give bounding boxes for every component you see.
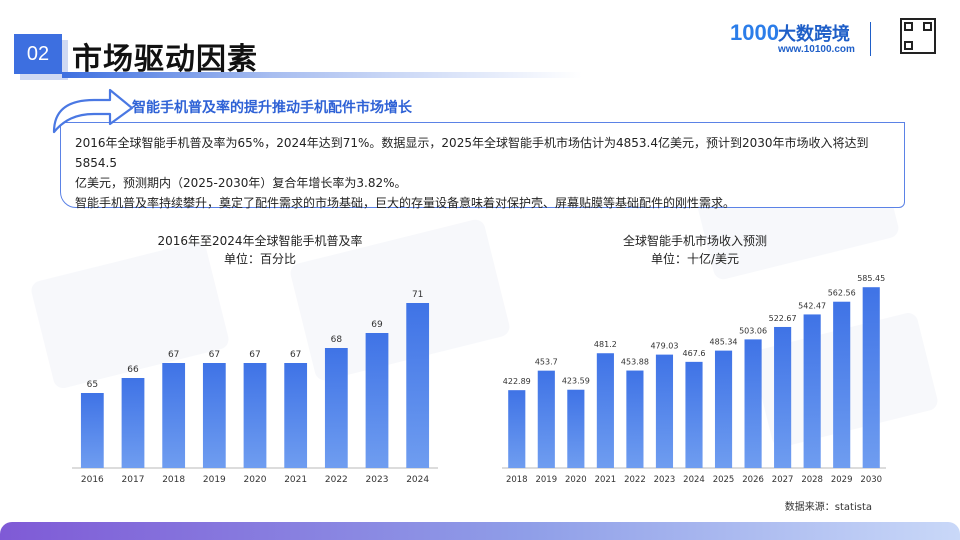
bar-2023 — [655, 354, 674, 468]
bar-2030 — [862, 287, 880, 468]
chart-title: 全球智能手机市场收入预测 — [622, 234, 767, 248]
penetration-chart: 2016年至2024年全球智能手机普及率 单位：百分比 65 2016 66 2017… — [70, 228, 450, 490]
data-label: 485.34 — [710, 338, 738, 347]
bar-2017 — [121, 378, 145, 468]
description-line: 亿美元，预测期内（2025-2030年）复合年增长率为3.82%。 — [75, 176, 407, 190]
x-tick-label: 2023 — [654, 475, 676, 485]
footer-bar — [0, 522, 960, 540]
x-tick-label: 2018 — [162, 475, 185, 485]
logo-url: www.10100.com — [778, 44, 855, 55]
logo-name: 大数跨境 — [778, 24, 850, 45]
x-tick-label: 2022 — [624, 475, 646, 485]
bar-2020 — [567, 389, 585, 468]
x-tick-label: 2021 — [595, 475, 617, 485]
data-label: 453.88 — [621, 358, 649, 367]
x-tick-label: 2024 — [683, 475, 705, 485]
x-tick-label: 2020 — [565, 475, 587, 485]
bar-2024 — [685, 361, 703, 468]
penetration-chart-plot: 65 2016 66 2017 67 2018 67 2019 67 2020 67 2021 68 20… — [72, 290, 438, 485]
data-source: 数据来源：statista — [784, 502, 872, 513]
bar-2022 — [324, 348, 348, 468]
curved-arrow-icon — [52, 88, 134, 134]
bar-2023 — [365, 333, 389, 468]
data-label: 585.45 — [857, 274, 885, 283]
header: 02 市场驱动因素 1000 大数跨境 www.10100.com — [0, 0, 960, 100]
x-tick-label: 2020 — [244, 475, 267, 485]
data-label: 422.89 — [503, 377, 531, 386]
data-label: 479.03 — [650, 342, 678, 351]
x-tick-label: 2019 — [535, 475, 557, 485]
x-tick-label: 2025 — [713, 475, 735, 485]
bar-2020 — [243, 363, 267, 468]
chart-unit: 单位：百分比 — [223, 252, 296, 266]
data-label: 69 — [371, 320, 383, 330]
x-tick-label: 2022 — [325, 475, 348, 485]
x-tick-label: 2027 — [772, 475, 794, 485]
revenue-chart: 全球智能手机市场收入预测 单位：十亿/美元 422.89 2018 453.7 201… — [500, 228, 890, 490]
x-tick-label: 2029 — [831, 475, 853, 485]
bar-2025 — [714, 350, 733, 468]
data-label: 481.2 — [594, 340, 617, 349]
data-label: 67 — [209, 350, 220, 360]
data-label: 503.06 — [739, 326, 767, 335]
bar-2027 — [774, 326, 792, 468]
bar-2019 — [537, 370, 555, 468]
data-label: 562.56 — [828, 289, 856, 298]
data-label: 542.47 — [798, 301, 826, 310]
x-tick-label: 2016 — [81, 475, 104, 485]
data-label: 67 — [168, 350, 179, 360]
x-tick-label: 2017 — [122, 475, 145, 485]
x-tick-label: 2026 — [742, 475, 764, 485]
data-label: 66 — [127, 365, 139, 375]
chart-unit: 单位：十亿/美元 — [650, 252, 740, 266]
bar-2021 — [284, 363, 308, 468]
qr-code-icon — [900, 18, 936, 54]
data-label: 67 — [249, 350, 260, 360]
bar-2024 — [406, 303, 430, 468]
data-label: 423.59 — [562, 377, 590, 386]
brand-logo: 1000 大数跨境 www.10100.com — [730, 18, 880, 62]
bar-2019 — [202, 363, 226, 468]
x-tick-label: 2021 — [284, 475, 307, 485]
data-label: 522.67 — [769, 314, 797, 323]
x-tick-label: 2028 — [801, 475, 823, 485]
bar-2028 — [803, 314, 821, 468]
description-line: 2016年全球智能手机普及率为65%，2024年达到71%。数据显示，2025年… — [75, 136, 869, 170]
data-label: 68 — [331, 335, 343, 345]
logo-mark-icon: 1000 — [730, 20, 779, 45]
section-subtitle: 智能手机普及率的提升推动手机配件市场增长 — [132, 100, 412, 116]
x-tick-label: 2019 — [203, 475, 226, 485]
section-number-badge: 02 — [14, 34, 62, 74]
x-tick-label: 2024 — [406, 475, 429, 485]
bar-2016 — [80, 393, 104, 468]
page-title: 市场驱动因素 — [72, 42, 258, 77]
revenue-chart-plot: 422.89 2018 453.7 2019 423.59 2020 481.2 2021 45… — [502, 274, 886, 485]
bar-2021 — [596, 353, 614, 468]
data-label: 65 — [87, 380, 98, 390]
chart-title: 2016年至2024年全球智能手机普及率 — [157, 234, 363, 248]
logo-separator — [870, 22, 871, 56]
bar-2026 — [744, 339, 762, 468]
bar-2018 — [508, 390, 526, 468]
bar-2029 — [833, 301, 851, 468]
x-tick-label: 2023 — [366, 475, 389, 485]
x-tick-label: 2018 — [506, 475, 528, 485]
data-label: 71 — [412, 290, 423, 300]
title-underline — [62, 72, 582, 78]
data-label: 453.7 — [535, 358, 558, 367]
x-tick-label: 2030 — [860, 475, 882, 485]
description-box: 2016年全球智能手机普及率为65%，2024年达到71%。数据显示，2025年… — [60, 122, 905, 210]
description-line: 智能手机普及率持续攀升，奠定了配件需求的市场基础，巨大的存量设备意味着对保护壳、… — [75, 196, 736, 210]
bar-2022 — [626, 370, 644, 468]
data-label: 67 — [290, 350, 301, 360]
data-label: 467.6 — [683, 349, 706, 358]
bar-2018 — [162, 363, 186, 468]
